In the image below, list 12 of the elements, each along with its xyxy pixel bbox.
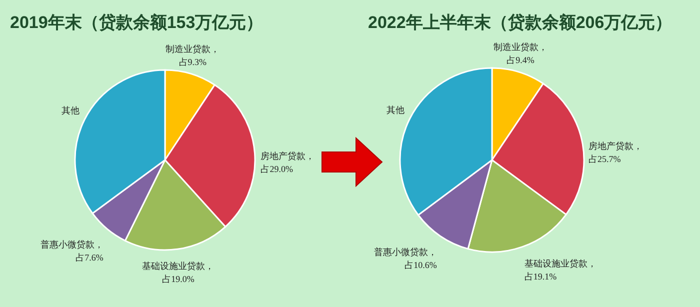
chart-title: 2019年末（贷款余额153万亿元） xyxy=(10,13,264,32)
slice-label: 其他 xyxy=(61,106,80,116)
slice-label: 制造业贷款，占9.4% xyxy=(494,42,548,66)
slice-label: 房地产贷款，占25.7% xyxy=(588,141,643,164)
slice-label: 制造业贷款，占9.3% xyxy=(166,44,220,68)
slice-label: 其他 xyxy=(386,105,404,116)
slice-label: 基础设施业贷款，占19.0% xyxy=(142,261,214,284)
slice-label: 普惠小微贷款，占10.6% xyxy=(374,247,437,270)
chart-title: 2022年上半年末（贷款余额206万亿元） xyxy=(368,13,672,32)
slice-label: 普惠小微贷款，占7.6% xyxy=(40,240,104,263)
slice-label: 基础设施业贷款，占19.1% xyxy=(524,258,596,282)
slice-label: 房地产贷款，占29.0% xyxy=(260,150,315,174)
